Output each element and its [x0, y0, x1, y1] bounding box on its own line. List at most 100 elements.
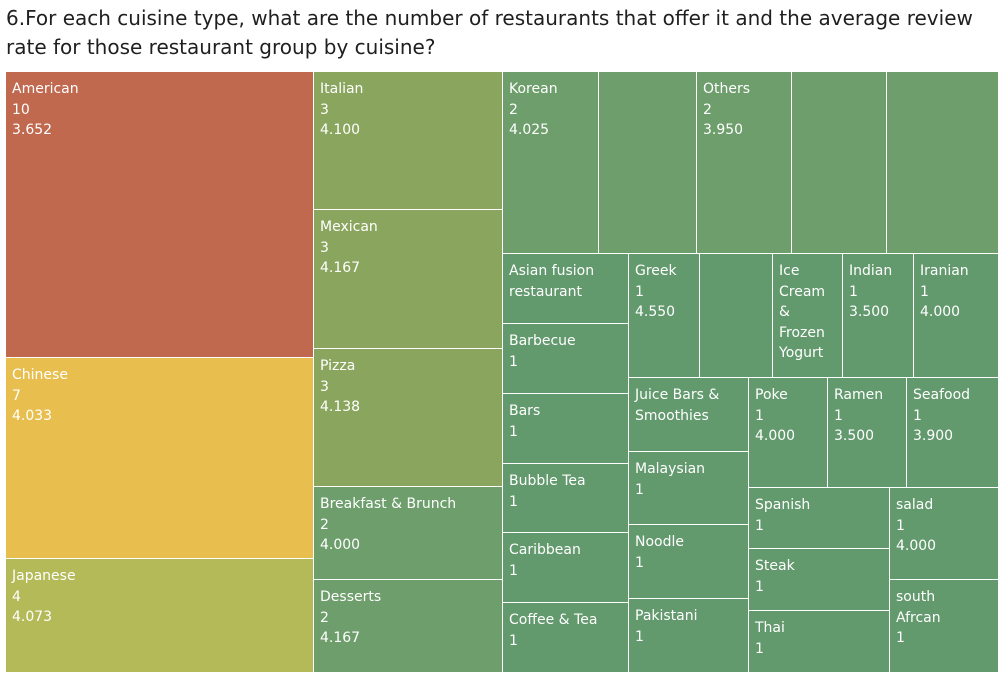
- tile-label-line: Korean: [509, 81, 558, 97]
- tile-barbecue: Barbecue 1: [503, 324, 629, 394]
- tile-south-afrcan: south Afrcan 1: [890, 580, 999, 673]
- tile-label-line: south: [896, 589, 936, 605]
- tile-bubble-tea: Bubble Tea 1: [503, 464, 629, 533]
- tile-label-line: 1: [920, 283, 929, 300]
- tile-pakistani: Pakistani 1: [629, 599, 749, 673]
- tile-thai: Thai 1: [749, 611, 890, 673]
- tile-label-line: 4: [12, 588, 21, 605]
- tile-label-line: 1: [755, 517, 764, 534]
- tile-coffee-and-tea: Coffee & Tea 1: [503, 603, 629, 673]
- tile-caribbean: Caribbean 1: [503, 533, 629, 603]
- tile-juice-bars-and-smoothies: Juice Bars & Smoothies: [629, 378, 749, 452]
- tile-malaysian: Malaysian 1: [629, 452, 749, 525]
- tile-noodle: Noodle 1: [629, 525, 749, 599]
- tile-label-line: 3: [320, 239, 329, 256]
- tile-label-line: Steak: [755, 558, 795, 574]
- tile-label-line: Chinese: [12, 367, 68, 383]
- tile-label-line: Ice: [779, 263, 800, 279]
- tile-label-line: 2: [509, 101, 518, 118]
- question-title: 6.For each cuisine type, what are the nu…: [6, 6, 973, 59]
- tile-label-line: Poke: [755, 387, 788, 403]
- tile-japanese: Japanese 4 4.073: [6, 559, 314, 673]
- tile-label-line: 4.100: [320, 122, 361, 138]
- tile-label-line: 3.500: [849, 304, 890, 320]
- tile-label-line: Breakfast & Brunch: [320, 496, 457, 512]
- tile-spanish: Spanish 1: [749, 488, 890, 549]
- tile-label-line: 3.500: [834, 428, 875, 444]
- tile-label-line: 3.900: [913, 428, 954, 444]
- tile-label-line: Noodle: [635, 534, 684, 550]
- tile-label-line: 4.000: [755, 428, 796, 444]
- tile-label-line: Thai: [755, 620, 785, 636]
- tile-unlabeled: [792, 72, 887, 254]
- tile-label-line: 4.000: [320, 537, 361, 553]
- tile-others: Others 2 3.950: [697, 72, 792, 254]
- tile-label-line: Pizza: [320, 358, 356, 374]
- tile-label-line: Cream: [779, 283, 826, 300]
- tile-label-line: 1: [755, 407, 764, 424]
- tile-salad: salad 1 4.000: [890, 488, 999, 580]
- tile-label-line: 4.000: [920, 304, 961, 320]
- tile-label-line: Juice Bars &: [635, 387, 720, 403]
- tile-label-line: 1: [635, 554, 644, 571]
- tile-steak: Steak 1: [749, 549, 890, 611]
- tile-label-line: 1: [509, 423, 518, 440]
- tile-label-line: Bubble Tea: [509, 473, 586, 489]
- tile-label-line: 3: [320, 378, 329, 395]
- tile-label-line: 3.652: [12, 122, 53, 138]
- tile-label-line: American: [12, 81, 79, 97]
- tile-label-line: &: [779, 304, 790, 320]
- tile-greek: Greek 1 4.550: [629, 254, 700, 378]
- tile-label-line: Pakistani: [635, 608, 698, 624]
- tile-ramen: Ramen 1 3.500: [828, 378, 907, 488]
- tile-label-line: Japanese: [12, 568, 76, 584]
- tile-label-line: 1: [913, 407, 922, 424]
- tile-label-line: Italian: [320, 81, 364, 97]
- tile-label-line: 4.167: [320, 630, 361, 646]
- tile-unlabeled: [599, 72, 697, 254]
- tile-label-line: 1: [896, 630, 905, 646]
- tile-label-line: Indian: [849, 263, 893, 279]
- tile-bars: Bars 1: [503, 394, 629, 464]
- tile-label-line: 1: [755, 578, 764, 595]
- tile-label-line: Caribbean: [509, 542, 581, 558]
- tile-label-line: 1: [509, 353, 518, 370]
- tile-chinese: Chinese 7 4.033: [6, 358, 314, 559]
- tile-label-line: Barbecue: [509, 333, 576, 349]
- tile-label-line: 4.550: [635, 304, 676, 320]
- cuisine-treemap: American 10 3.652 Chinese 7 4.033 Japanese 4 4.0…: [6, 72, 999, 673]
- tile-label-line: Coffee & Tea: [509, 612, 598, 628]
- tile-unlabeled: [700, 254, 773, 378]
- tile-label-line: 1: [509, 632, 518, 649]
- tile-poke: Poke 1 4.000: [749, 378, 828, 488]
- tile-italian: Italian 3 4.100: [314, 72, 503, 210]
- tile-label-line: 2: [320, 516, 329, 533]
- tile-asian-fusion-restaurant: Asian fusion restaurant: [503, 254, 629, 324]
- tile-label-line: 4.073: [12, 609, 53, 625]
- tile-label-line: 3: [320, 101, 329, 118]
- tile-label-line: Others: [703, 81, 751, 97]
- tile-label-line: 1: [755, 640, 764, 657]
- tile-korean: Korean 2 4.025: [503, 72, 599, 254]
- tile-seafood: Seafood 1 3.900: [907, 378, 999, 488]
- tile-label-line: 7: [12, 387, 21, 404]
- tile-label-line: Malaysian: [635, 461, 706, 477]
- tile-iranian: Iranian 1 4.000: [914, 254, 999, 378]
- tile-label-line: Ramen: [834, 387, 884, 403]
- tile-label-line: 2: [320, 609, 329, 626]
- tile-label-line: restaurant: [509, 283, 582, 300]
- tile-label-line: Afrcan: [896, 609, 941, 626]
- tile-label-line: 1: [849, 283, 858, 300]
- tile-label-line: 1: [635, 283, 644, 300]
- tile-label-line: Mexican: [320, 219, 378, 235]
- tile-label-line: Frozen: [779, 324, 825, 341]
- tile-label-line: 4.138: [320, 399, 361, 415]
- tile-label-line: Spanish: [755, 497, 811, 513]
- tile-label-line: 2: [703, 101, 712, 118]
- tile-label-line: 4.033: [12, 408, 53, 424]
- tile-american: American 10 3.652: [6, 72, 314, 358]
- tile-pizza: Pizza 3 4.138: [314, 349, 503, 487]
- tile-label-line: Bars: [509, 403, 541, 419]
- tile-label-line: 3.950: [703, 122, 744, 138]
- tile-label-line: 1: [896, 517, 905, 534]
